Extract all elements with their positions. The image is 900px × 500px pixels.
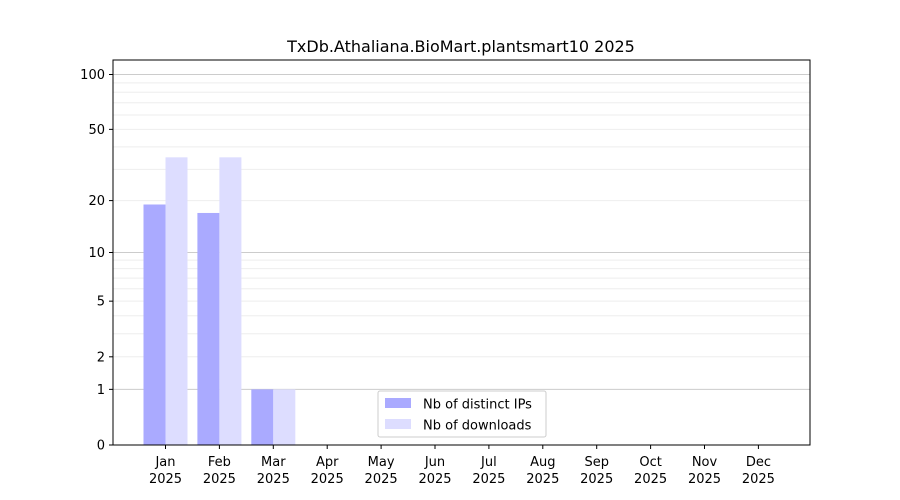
x-tick-label-year: 2025 <box>634 472 667 487</box>
x-tick-label-month: Dec <box>746 455 771 470</box>
x-tick-label-month: May <box>368 455 395 470</box>
y-tick-label: 2 <box>97 350 105 365</box>
x-tick-label-month: Apr <box>316 455 339 470</box>
x-tick-label-year: 2025 <box>526 472 559 487</box>
y-tick-label: 1 <box>97 383 105 398</box>
legend-label-ips: Nb of distinct IPs <box>423 398 532 413</box>
y-tick-label: 0 <box>97 439 105 454</box>
x-tick-label-year: 2025 <box>742 472 775 487</box>
bars <box>143 157 296 445</box>
y-tick-label: 50 <box>88 123 105 138</box>
x-tick-label-month: Jan <box>154 455 175 470</box>
y-tick-label: 10 <box>88 246 105 261</box>
y-axis: 0 1 2 5 10 20 50 100 <box>80 68 113 454</box>
chart-title: TxDb.Athaliana.BioMart.plantsmart10 2025 <box>286 37 635 56</box>
x-tick-label-year: 2025 <box>418 472 451 487</box>
x-tick-label-month: Jun <box>424 455 445 470</box>
legend-swatch-ips <box>385 398 411 408</box>
legend-label-downloads: Nb of downloads <box>423 419 532 434</box>
x-tick-label-year: 2025 <box>580 472 613 487</box>
bar-ips-mar <box>251 389 274 445</box>
x-tick-label-year: 2025 <box>688 472 721 487</box>
y-tick-label: 5 <box>97 295 105 310</box>
x-tick-label-year: 2025 <box>203 472 236 487</box>
x-tick-label-month: Sep <box>584 455 609 470</box>
x-tick-label-year: 2025 <box>472 472 505 487</box>
legend: Nb of distinct IPs Nb of downloads <box>377 390 547 438</box>
y-tick-label: 20 <box>88 194 105 209</box>
x-tick-label-month: Jul <box>480 455 497 470</box>
legend-swatch-downloads <box>385 419 411 429</box>
y-tick-label: 100 <box>80 68 105 83</box>
x-tick-label-month: Nov <box>692 455 718 470</box>
x-tick-label-month: Aug <box>530 455 555 470</box>
x-tick-label-month: Feb <box>208 455 231 470</box>
legend-box <box>377 390 547 438</box>
x-axis: Jan 2025 Feb 2025 Mar 2025 Apr 2025 May 2025 Jun 20… <box>149 445 775 487</box>
bar-downloads-feb <box>219 157 242 445</box>
x-tick-label-year: 2025 <box>149 472 182 487</box>
x-tick-label-year: 2025 <box>311 472 344 487</box>
bar-ips-jan <box>143 204 166 445</box>
x-tick-label-year: 2025 <box>365 472 398 487</box>
x-tick-label-month: Oct <box>639 455 661 470</box>
x-tick-label-month: Mar <box>261 455 286 470</box>
bar-downloads-mar <box>273 389 296 445</box>
bar-ips-feb <box>197 212 220 445</box>
x-tick-label-year: 2025 <box>257 472 290 487</box>
bar-downloads-jan <box>165 157 188 445</box>
